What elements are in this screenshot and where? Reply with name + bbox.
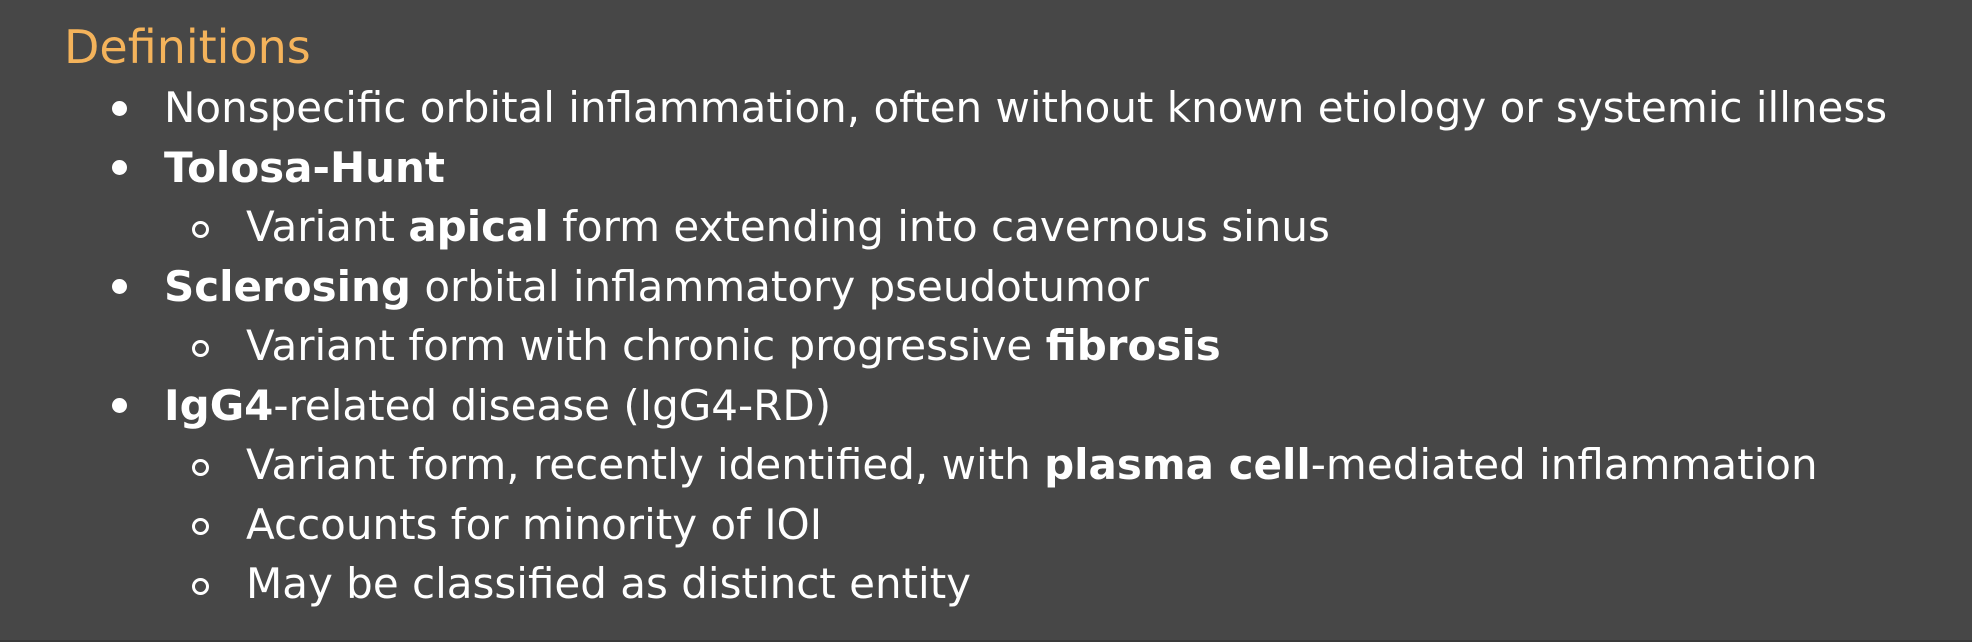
bullet-disc-icon: [112, 100, 127, 116]
sub-list: Variant apical form extending into caver…: [64, 197, 1972, 257]
text-run: May be classified as distinct entity: [246, 559, 972, 608]
list-item-text: Nonspecific orbital inflammation, often …: [64, 78, 1972, 138]
sub-list: Variant form with chronic progressive fi…: [64, 316, 1972, 376]
sub-list: Variant form, recently identified, with …: [64, 435, 1972, 614]
bullet-circle-icon: [192, 518, 209, 536]
bullet-disc-icon: [112, 160, 127, 176]
text-run: -mediated inflammation: [1310, 440, 1818, 489]
list-item: Sclerosing orbital inflammatory pseudotu…: [64, 257, 1972, 376]
bold-term: plasma cell: [1044, 440, 1311, 489]
sub-list-item: Accounts for minority of IOI: [64, 495, 1972, 555]
slide-heading: Definitions: [64, 20, 311, 74]
list-item-text: IgG4-related disease (IgG4-RD): [64, 376, 1972, 436]
text-run: Nonspecific orbital inflammation, often …: [164, 83, 1888, 132]
bold-term: IgG4: [164, 380, 274, 430]
text-run: form extending into cavernous sinus: [548, 202, 1330, 251]
text-run: orbital inflammatory pseudotumor: [410, 261, 1149, 311]
bullet-circle-icon: [192, 577, 209, 595]
sub-list-item: Variant form, recently identified, with …: [64, 435, 1972, 495]
sub-list-item-text: Variant apical form extending into caver…: [64, 197, 1972, 257]
sub-list-item-text: Accounts for minority of IOI: [64, 495, 1972, 555]
bold-term: fibrosis: [1045, 321, 1221, 370]
sub-list-item-text: May be classified as distinct entity: [64, 554, 1972, 614]
text-run: Variant form, recently identified, with: [246, 440, 1045, 489]
text-run: Variant: [246, 202, 409, 251]
bullet-circle-icon: [192, 220, 209, 238]
list-item: Tolosa-Hunt Variant apical form extendin…: [64, 138, 1972, 257]
sub-list-item-text: Variant form, recently identified, with …: [64, 435, 1972, 495]
bullet-circle-icon: [192, 339, 209, 357]
text-run: Variant form with chronic progressive: [246, 321, 1046, 370]
sub-list-item: May be classified as distinct entity: [64, 554, 1972, 614]
sub-list-item: Variant apical form extending into caver…: [64, 197, 1972, 257]
bold-term: Sclerosing: [164, 261, 411, 311]
text-run: -related disease (IgG4-RD): [273, 380, 832, 430]
text-run: Accounts for minority of IOI: [246, 499, 823, 549]
bullet-disc-icon: [112, 398, 127, 414]
list-item-text: Sclerosing orbital inflammatory pseudotu…: [64, 257, 1972, 317]
bold-term: apical: [408, 202, 549, 251]
sub-list-item: Variant form with chronic progressive fi…: [64, 316, 1972, 376]
list-item-text: Tolosa-Hunt: [64, 138, 1972, 198]
bullet-disc-icon: [112, 279, 127, 295]
list-item: IgG4-related disease (IgG4-RD) Variant f…: [64, 376, 1972, 614]
bullet-circle-icon: [192, 458, 209, 476]
list-item: Nonspecific orbital inflammation, often …: [64, 78, 1972, 138]
definitions-list: Nonspecific orbital inflammation, often …: [64, 78, 1972, 614]
sub-list-item-text: Variant form with chronic progressive fi…: [64, 316, 1972, 376]
bold-term: Tolosa-Hunt: [164, 142, 445, 192]
